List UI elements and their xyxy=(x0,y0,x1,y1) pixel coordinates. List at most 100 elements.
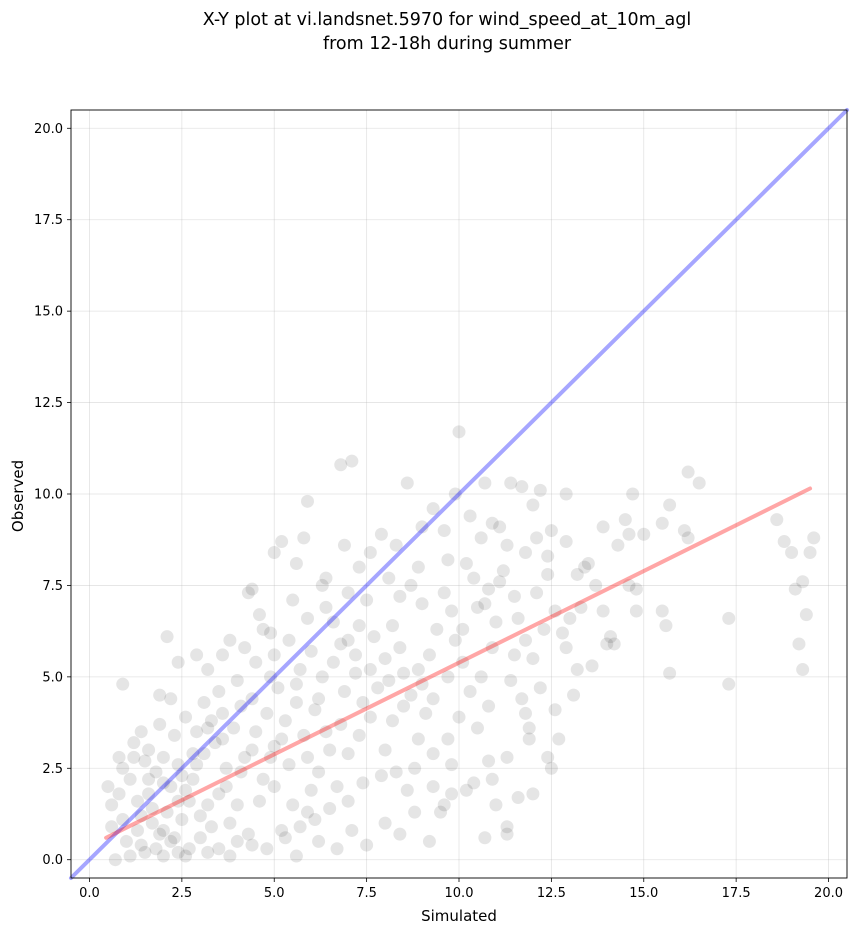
scatter-point xyxy=(160,805,174,819)
scatter-point xyxy=(360,593,374,607)
scatter-point xyxy=(352,560,366,574)
scatter-point xyxy=(459,783,473,797)
scatter-point xyxy=(238,641,252,655)
scatter-point xyxy=(622,527,636,541)
scatter-point xyxy=(548,703,562,717)
scatter-point xyxy=(275,823,289,837)
scatter-point xyxy=(193,809,207,823)
scatter-point xyxy=(445,604,459,618)
scatter-point xyxy=(160,630,174,644)
scatter-point xyxy=(426,780,440,794)
scatter-point xyxy=(230,798,244,812)
scatter-point xyxy=(541,750,555,764)
scatter-point xyxy=(153,688,167,702)
scatter-point xyxy=(411,732,425,746)
scatter-point xyxy=(179,783,193,797)
scatter-point xyxy=(500,827,514,841)
scatter-point xyxy=(204,820,218,834)
scatter-point xyxy=(363,546,377,560)
scatter-point xyxy=(293,663,307,677)
scatter-point xyxy=(526,787,540,801)
scatter-point xyxy=(108,853,122,867)
scatter-point xyxy=(548,604,562,618)
scatter-point xyxy=(179,710,193,724)
scatter-point xyxy=(393,641,407,655)
scatter-point xyxy=(374,769,388,783)
scatter-point xyxy=(131,823,145,837)
chart-title-line-1: X-Y plot at vi.landsnet.5970 for wind_sp… xyxy=(203,10,691,30)
scatter-point xyxy=(803,546,817,560)
scatter-point xyxy=(544,761,558,775)
scatter-point xyxy=(400,476,414,490)
scatter-point xyxy=(186,747,200,761)
scatter-point xyxy=(153,717,167,731)
scatter-point xyxy=(286,798,300,812)
scatter-point xyxy=(241,586,255,600)
scatter-point xyxy=(692,476,706,490)
scatter-point xyxy=(389,538,403,552)
scatter-point xyxy=(397,699,411,713)
scatter-point xyxy=(116,761,130,775)
scatter-point xyxy=(496,564,510,578)
scatter-point xyxy=(297,728,311,742)
scatter-point xyxy=(522,721,536,735)
scatter-point xyxy=(216,648,230,662)
scatter-point xyxy=(770,513,784,527)
scatter-point xyxy=(415,677,429,691)
scatter-point xyxy=(123,849,137,863)
scatter-point xyxy=(393,589,407,603)
scatter-point xyxy=(504,476,518,490)
scatter-point xyxy=(289,556,303,570)
scatter-point xyxy=(437,586,451,600)
scatter-point xyxy=(655,516,669,530)
scatter-point xyxy=(393,827,407,841)
x-tick-label: 7.5 xyxy=(356,886,377,901)
scatter-point xyxy=(441,732,455,746)
scatter-point xyxy=(142,772,156,786)
scatter-point xyxy=(541,549,555,563)
scatter-point xyxy=(515,692,529,706)
scatter-point xyxy=(282,633,296,647)
scatter-point xyxy=(530,531,544,545)
scatter-point xyxy=(267,546,281,560)
scatter-point xyxy=(230,674,244,688)
scatter-point xyxy=(267,648,281,662)
scatter-point xyxy=(382,674,396,688)
scatter-point xyxy=(315,670,329,684)
scatter-point xyxy=(334,717,348,731)
scatter-point xyxy=(308,703,322,717)
scatter-point xyxy=(293,820,307,834)
scatter-point xyxy=(252,608,266,622)
scatter-point xyxy=(533,681,547,695)
scatter-point xyxy=(385,714,399,728)
scatter-point xyxy=(337,684,351,698)
scatter-point xyxy=(500,538,514,552)
scatter-point xyxy=(626,487,640,501)
scatter-point xyxy=(445,758,459,772)
scatter-point xyxy=(430,622,444,636)
scatter-point xyxy=(134,809,148,823)
scatter-point xyxy=(116,677,130,691)
scatter-point xyxy=(179,849,193,863)
grid-lines xyxy=(71,110,847,878)
y-tick-label: 7.5 xyxy=(42,579,63,594)
scatter-point xyxy=(345,823,359,837)
scatter-point xyxy=(541,567,555,581)
scatter-point xyxy=(441,553,455,567)
scatter-point xyxy=(777,535,791,549)
scatter-point xyxy=(659,619,673,633)
scatter-point xyxy=(238,750,252,764)
scatter-point xyxy=(330,780,344,794)
scatter-point xyxy=(482,699,496,713)
x-tick-label: 5.0 xyxy=(264,886,285,901)
scatter-point xyxy=(452,425,466,439)
scatter-point xyxy=(256,772,270,786)
scatter-point xyxy=(156,849,170,863)
scatter-point xyxy=(275,535,289,549)
scatter-point xyxy=(171,845,185,859)
scatter-point xyxy=(319,600,333,614)
scatter-point xyxy=(131,794,145,808)
scatter-point xyxy=(434,805,448,819)
scatter-point xyxy=(478,831,492,845)
